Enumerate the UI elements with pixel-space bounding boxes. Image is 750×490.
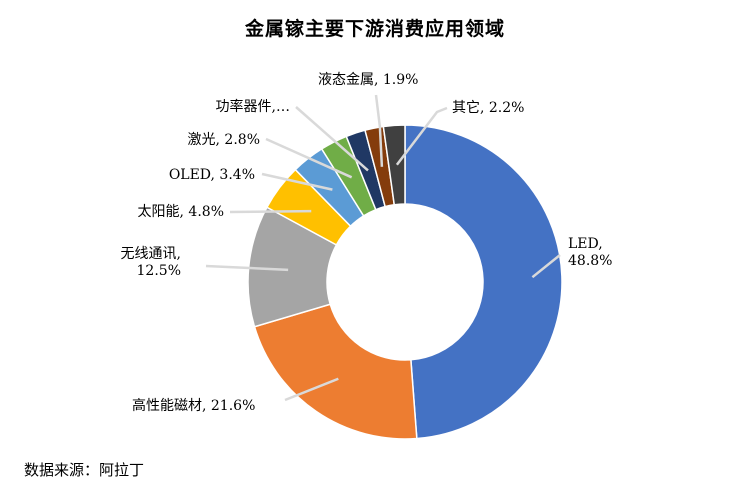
leader-line-led	[531, 254, 561, 279]
chart-title: 金属镓主要下游消费应用领域	[244, 18, 505, 40]
leader-line-laser	[265, 137, 353, 179]
leader-line-wireless	[205, 264, 289, 272]
slice-led	[404, 124, 563, 440]
slices-layer	[247, 124, 563, 440]
leader-line-oled	[261, 172, 333, 191]
data-label-line: 48.8%	[568, 253, 612, 269]
data-label-liquid-metal: 液态金属, 1.9%	[318, 72, 418, 88]
leader-line-magnet	[284, 377, 339, 402]
slice-other	[382, 124, 406, 206]
data-label-line: 无线通讯,	[121, 246, 181, 262]
data-label-line: 太阳能, 4.8%	[138, 204, 224, 220]
data-labels-layer: LED, 48.8% 高性能磁材, 21.6% 无线通讯, 12.5% 太阳能, 4.8%…	[121, 72, 613, 414]
data-label-line: LED,	[568, 236, 603, 252]
data-label-laser: 激光, 2.8%	[188, 131, 260, 148]
data-label-line: 液态金属, 1.9%	[318, 72, 418, 88]
data-label-led: LED, 48.8%	[568, 236, 612, 269]
data-label-solar: 太阳能, 4.8%	[138, 204, 224, 220]
data-label-line: 功率器件,…	[216, 98, 290, 115]
data-label-line: 其它, 2.2%	[452, 99, 524, 116]
source-note: 数据来源：阿拉丁	[24, 461, 145, 479]
data-label-wireless: 无线通讯, 12.5%	[121, 246, 181, 279]
leader-line-other	[395, 106, 448, 166]
slice-magnet	[253, 303, 418, 440]
leader-line-power-device	[295, 106, 369, 172]
leader-line-solar	[229, 209, 312, 214]
leader-lines-layer	[205, 94, 561, 402]
data-label-other: 其它, 2.2%	[452, 99, 524, 116]
data-label-line: OLED, 3.4%	[169, 167, 255, 183]
leader-line-liquid-metal	[374, 94, 384, 167]
data-label-line: 激光, 2.8%	[188, 131, 260, 148]
data-label-line: 12.5%	[137, 263, 181, 279]
data-label-oled: OLED, 3.4%	[169, 167, 255, 183]
data-label-magnet: 高性能磁材, 21.6%	[132, 397, 255, 414]
data-label-power-device: 功率器件,…	[216, 98, 290, 115]
data-label-line: 高性能磁材, 21.6%	[132, 397, 255, 414]
